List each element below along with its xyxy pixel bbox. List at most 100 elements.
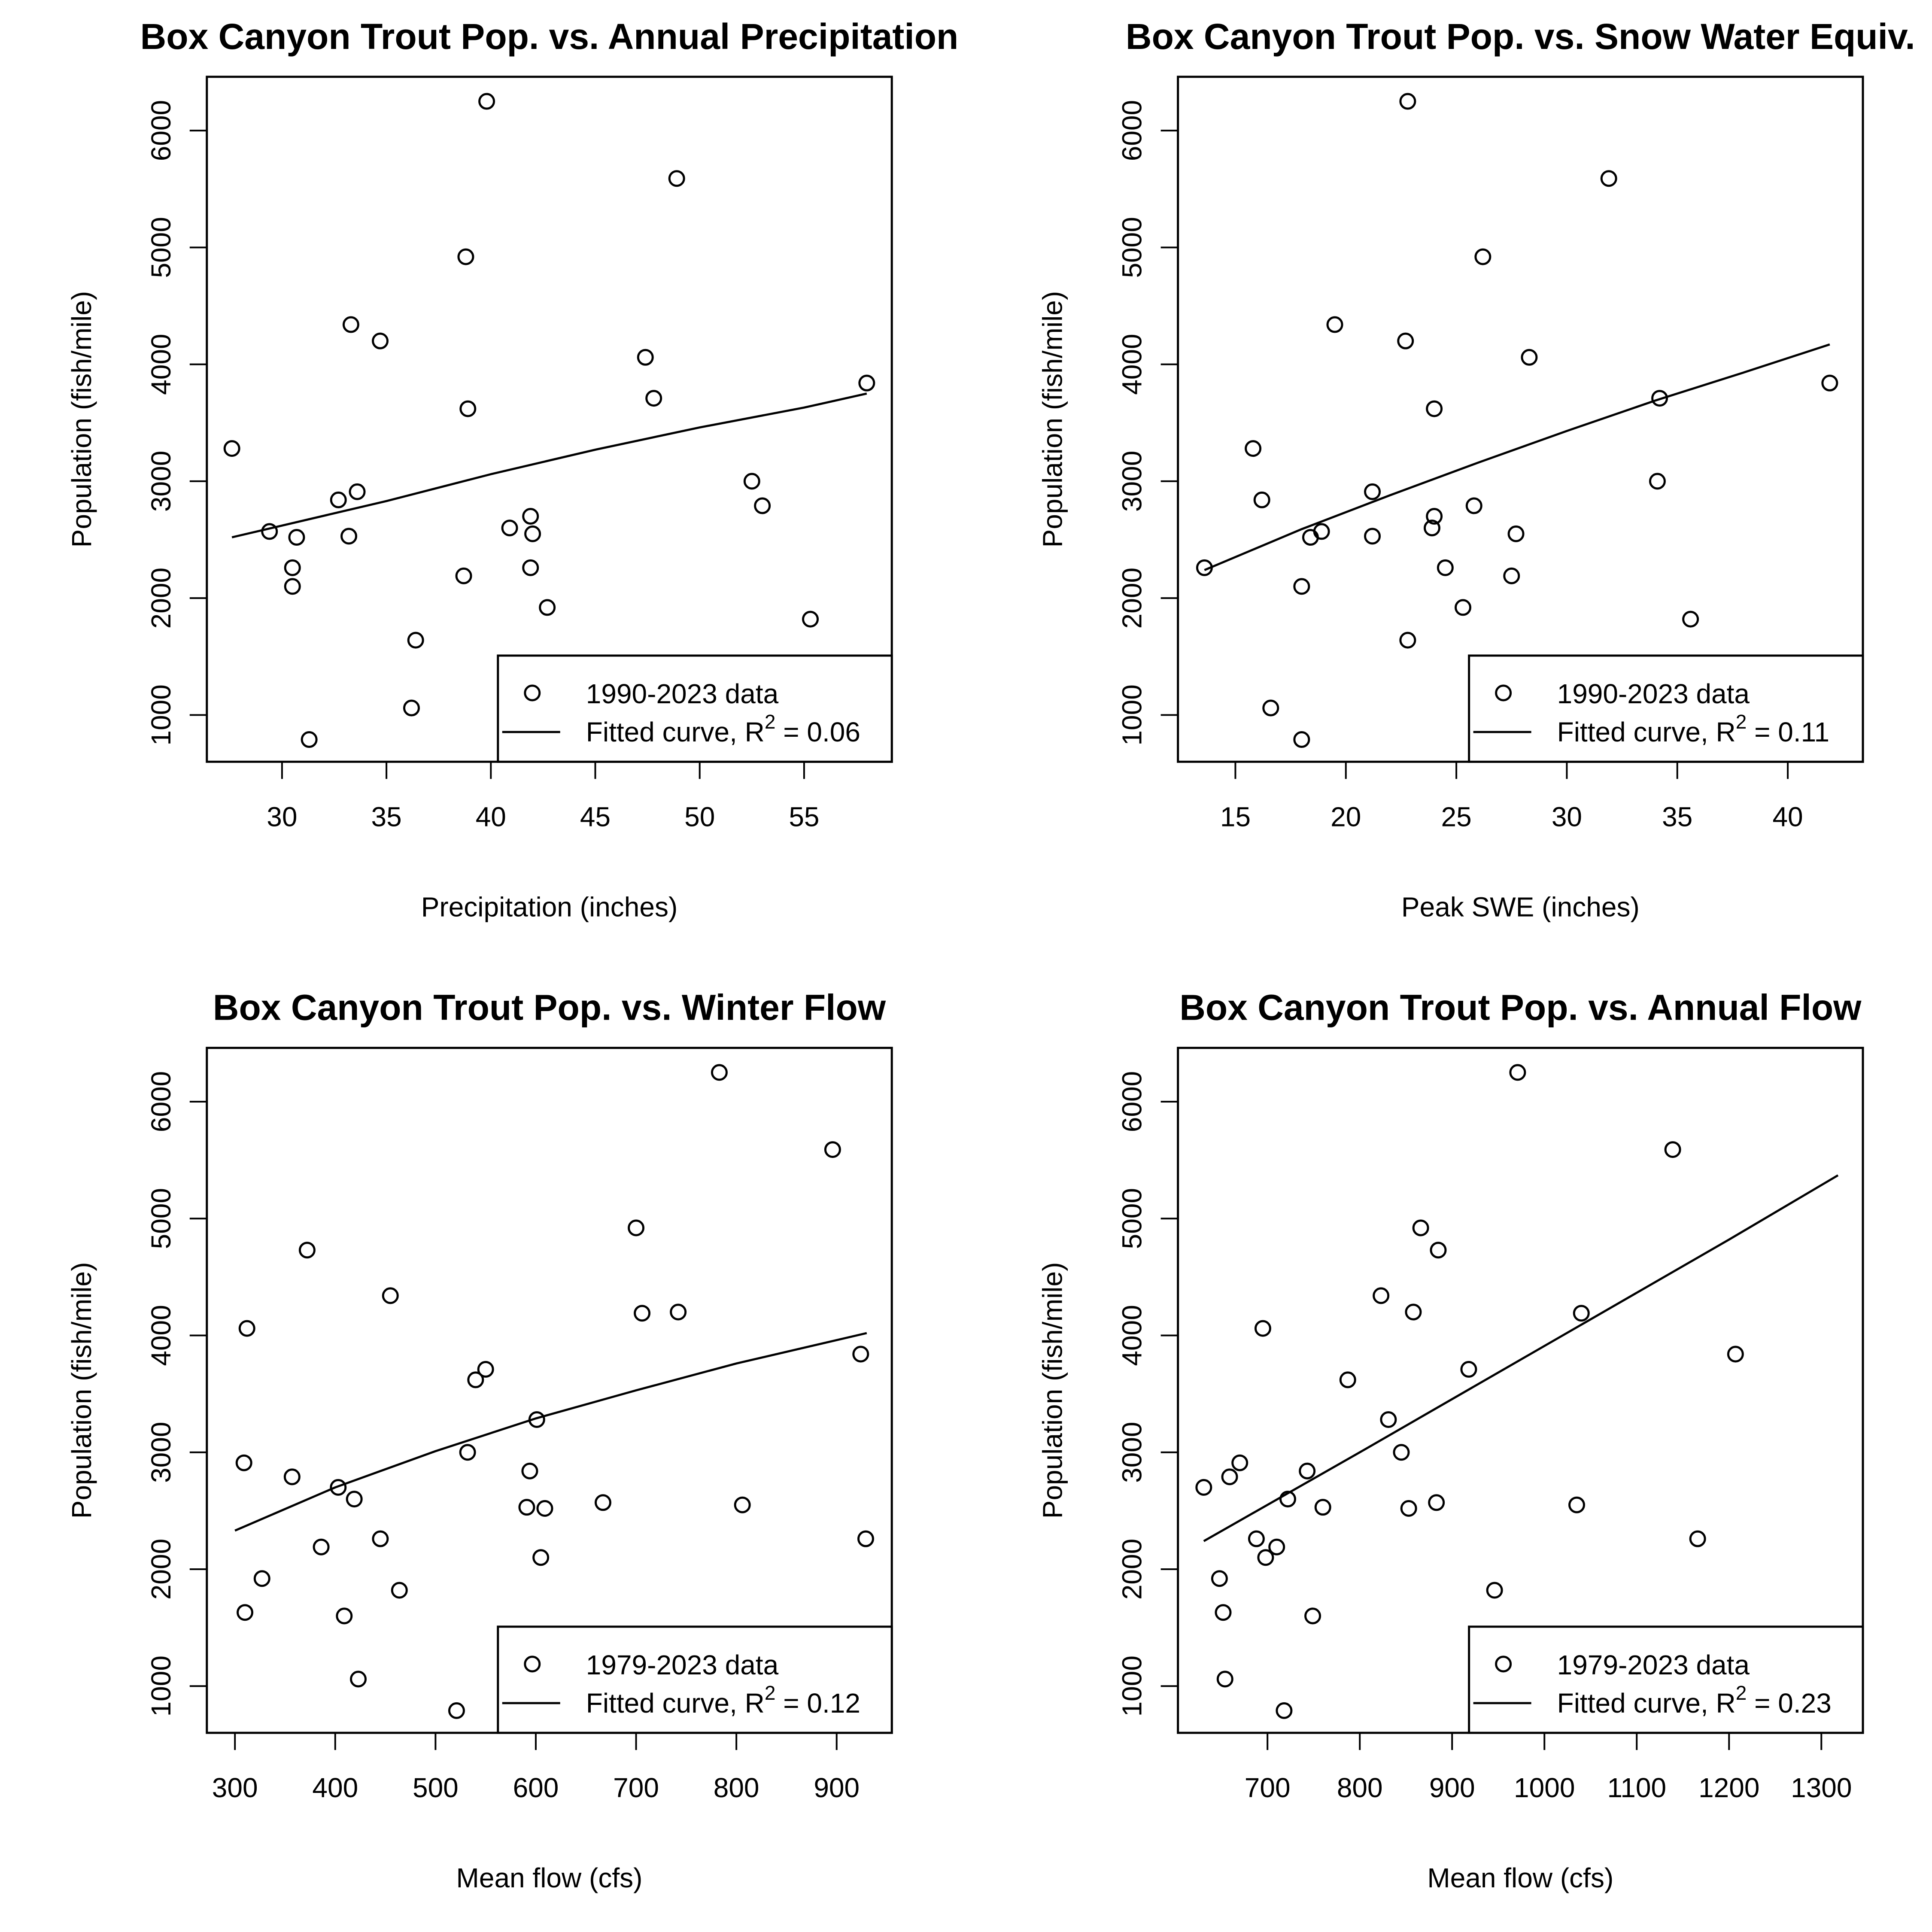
data-point: [1364, 528, 1381, 545]
fitted-curve: [1204, 343, 1830, 571]
y-tick-label: 2000: [146, 568, 176, 629]
data-point: [1215, 1604, 1232, 1621]
x-tick-label: 600: [513, 1772, 559, 1803]
data-point: [734, 1496, 751, 1513]
data-point: [522, 508, 539, 525]
y-tick-label: 1000: [1117, 684, 1148, 745]
data-point: [522, 559, 539, 576]
fitted-curve: [234, 1332, 867, 1532]
data-point: [743, 473, 760, 490]
x-tick-label: 800: [714, 1772, 759, 1803]
data-point: [467, 1371, 484, 1388]
legend-point-symbol: [524, 684, 541, 702]
data-point: [457, 248, 474, 265]
x-tick-label: 1000: [1514, 1772, 1575, 1803]
data-point: [1503, 567, 1520, 584]
fitted-curve: [1203, 1174, 1839, 1542]
data-point: [1393, 1444, 1410, 1461]
data-point: [1437, 559, 1454, 576]
x-tick-label: 45: [580, 801, 611, 832]
data-point: [477, 1361, 494, 1378]
data-point: [1314, 1499, 1331, 1516]
data-point: [1455, 599, 1472, 616]
data-point: [235, 1454, 252, 1471]
data-point: [283, 1468, 301, 1485]
data-point: [1257, 1549, 1274, 1566]
data-point: [1651, 390, 1668, 407]
data-point: [1474, 248, 1492, 265]
legend-box: [497, 654, 893, 763]
y-tick-label: 1000: [146, 1656, 176, 1716]
data-point: [223, 440, 240, 457]
y-tick-label: 3000: [1117, 451, 1148, 512]
data-point: [382, 1287, 399, 1304]
data-point: [1279, 1491, 1297, 1508]
data-point: [711, 1064, 728, 1081]
data-point: [1313, 523, 1330, 540]
x-axis-label: Mean flow (cfs): [456, 1862, 643, 1893]
y-tick-label: 5000: [1117, 1188, 1148, 1249]
data-point: [284, 559, 301, 576]
legend-point-symbol: [1495, 1656, 1512, 1673]
y-tick-label: 6000: [1117, 1071, 1148, 1132]
data-point: [1196, 559, 1213, 576]
data-point: [1293, 731, 1310, 748]
x-axis-label: Mean flow (cfs): [1427, 1862, 1613, 1893]
data-point: [301, 731, 318, 748]
panel-winter-flow: Box Canyon Trout Pop. vs. Winter Flow 300…: [66, 987, 893, 1893]
data-point: [521, 1462, 538, 1479]
data-point: [330, 1479, 347, 1496]
data-point: [1399, 93, 1416, 110]
data-point: [501, 519, 518, 537]
legend-fit-label: Fitted curve, R2 = 0.06: [586, 711, 860, 747]
x-tick-label: 700: [613, 1772, 659, 1803]
data-point: [1405, 1303, 1422, 1321]
data-point: [1412, 1219, 1429, 1236]
data-point: [1426, 400, 1443, 417]
legend-fit-r2-value: = 0.23: [1747, 1688, 1832, 1719]
y-tick-label: 4000: [146, 1305, 176, 1366]
legend-fit-superscript: 2: [1736, 1682, 1747, 1704]
data-point: [1460, 1361, 1477, 1378]
chart-title: Box Canyon Trout Pop. vs. Snow Water Equ…: [1126, 16, 1915, 57]
data-point: [1254, 1320, 1271, 1337]
legend-fit-r2-value: = 0.11: [1747, 717, 1829, 747]
chart-title: Box Canyon Trout Pop. vs. Annual Precipi…: [140, 16, 959, 57]
y-tick-label: 6000: [1117, 100, 1148, 161]
y-tick-label: 5000: [146, 217, 176, 278]
data-point: [391, 1582, 408, 1599]
data-point: [536, 1500, 553, 1517]
data-point: [237, 1604, 254, 1621]
data-point: [238, 1320, 255, 1337]
x-tick-label: 300: [212, 1772, 258, 1803]
data-point: [1423, 519, 1440, 537]
data-point: [1600, 170, 1617, 187]
fitted-curve: [231, 392, 867, 538]
x-axis-label: Precipitation (inches): [421, 891, 678, 922]
data-point: [754, 497, 771, 514]
x-tick-label: 500: [413, 1772, 459, 1803]
legend-fit-superscript: 2: [1736, 711, 1747, 733]
data-point: [313, 1538, 330, 1555]
x-tick-label: 700: [1245, 1772, 1291, 1803]
panel-precipitation: Box Canyon Trout Pop. vs. Annual Precipi…: [66, 16, 959, 922]
y-axis-label: Population (fish/mile): [1037, 291, 1068, 548]
data-point: [1521, 349, 1538, 366]
legend-fit-r2-value: = 0.12: [775, 1688, 860, 1719]
data-point: [1426, 508, 1443, 525]
data-point: [857, 1530, 874, 1547]
legend-points-label: 1990-2023 data: [586, 678, 779, 709]
data-point: [1821, 374, 1838, 392]
data-point: [802, 611, 819, 628]
data-point: [1568, 1496, 1585, 1513]
y-tick-label: 2000: [1117, 568, 1148, 629]
data-point: [518, 1499, 535, 1516]
y-tick-label: 3000: [1117, 1422, 1148, 1483]
data-point: [1689, 1530, 1706, 1547]
panel-swe: Box Canyon Trout Pop. vs. Snow Water Equ…: [1037, 16, 1915, 922]
data-point: [1486, 1582, 1503, 1599]
x-tick-label: 1200: [1698, 1772, 1759, 1803]
legend-fit-superscript: 2: [765, 1682, 776, 1704]
x-tick-label: 400: [312, 1772, 358, 1803]
x-tick-label: 900: [814, 1772, 860, 1803]
